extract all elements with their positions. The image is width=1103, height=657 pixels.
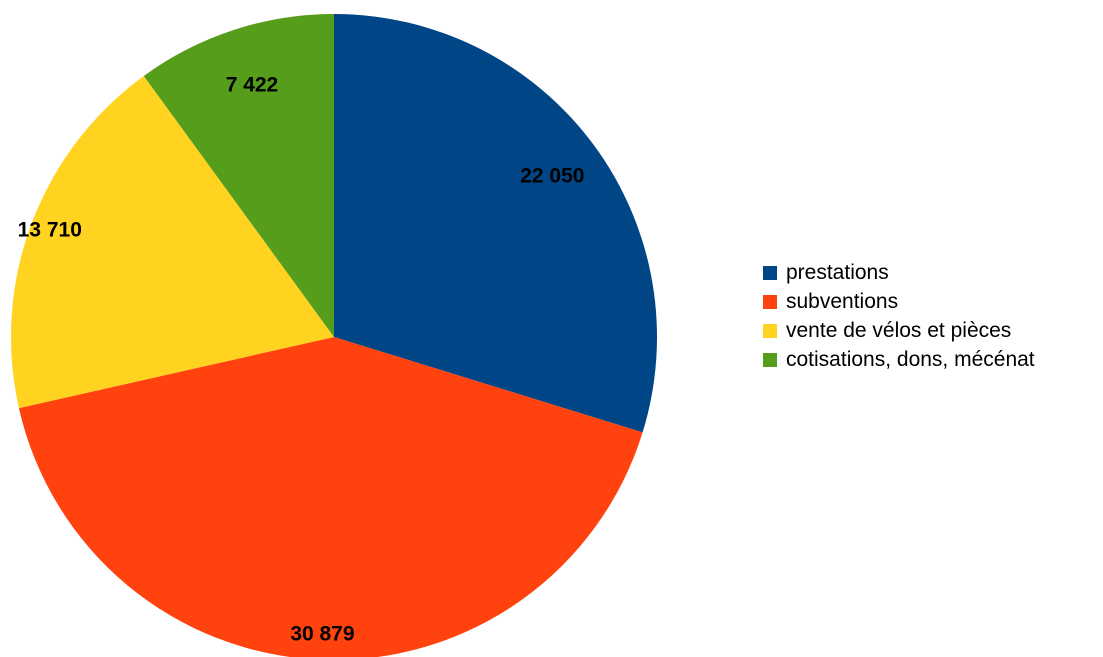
legend-label: cotisations, dons, mécénat bbox=[786, 347, 1035, 371]
legend-item: cotisations, dons, mécénat bbox=[763, 345, 1035, 374]
pie-slice-1 bbox=[334, 14, 657, 433]
pie-slice-3 bbox=[10, 75, 334, 409]
legend-label: prestations bbox=[786, 260, 889, 284]
legend-swatch bbox=[763, 323, 777, 338]
legend-item: prestations bbox=[763, 258, 1035, 287]
legend-swatch bbox=[763, 352, 777, 367]
data-label-4: 7 422 bbox=[226, 74, 279, 97]
legend: prestations subventions vente de vélos et … bbox=[763, 258, 1035, 374]
pie-data-labels: 22 050 30 879 13 710 7 422 bbox=[18, 74, 585, 646]
legend-swatch bbox=[763, 294, 777, 309]
data-label-1: 22 050 bbox=[520, 164, 584, 187]
legend-label: vente de vélos et pièces bbox=[786, 318, 1012, 342]
pie-slices bbox=[10, 14, 657, 657]
data-label-3: 13 710 bbox=[18, 219, 82, 242]
legend-label: subventions bbox=[786, 289, 899, 313]
pie-slice-4 bbox=[143, 14, 334, 337]
pie-slice-2 bbox=[18, 337, 643, 657]
legend-item: subventions bbox=[763, 287, 1035, 316]
data-label-2: 30 879 bbox=[290, 622, 354, 645]
legend-swatch bbox=[763, 265, 777, 280]
legend-item: vente de vélos et pièces bbox=[763, 316, 1035, 345]
